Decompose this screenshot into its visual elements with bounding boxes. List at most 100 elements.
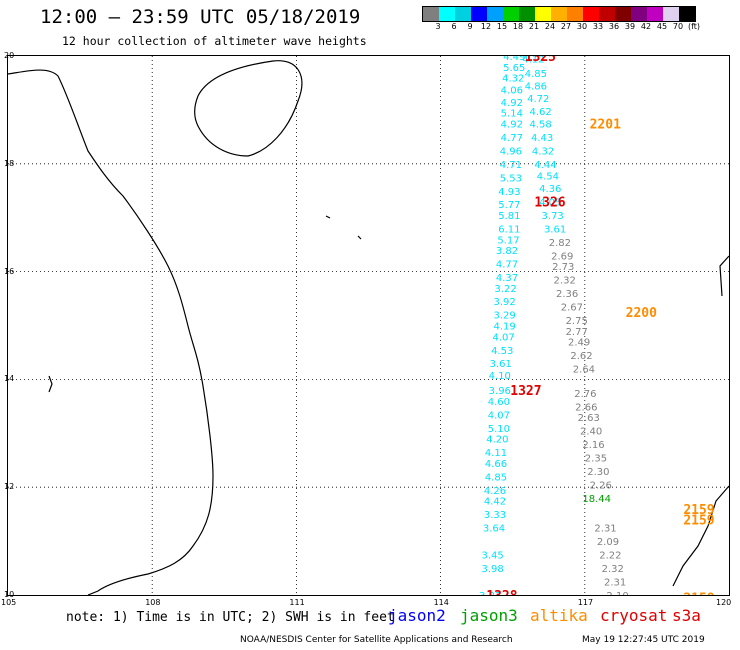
legend-altika: altika [530,606,588,625]
colorbar-label: 15 [496,22,508,31]
wave-height-value: 2.09 [597,537,619,548]
wave-height-value: 2.32 [554,276,576,287]
wave-height-value: 4.92 [501,98,523,109]
latitude-label: 16 [4,266,15,276]
wave-height-value: 4.05 [539,198,561,209]
colorbar-swatch [615,7,631,21]
longitude-label: 105 [1,598,17,607]
map-canvas: 4.495.654.324.064.925.144.924.774.964.71… [8,56,729,595]
wave-height-value: 4.20 [486,435,508,446]
pass-time-label: 1325 [525,56,556,65]
wave-height-value: 4.85 [525,69,547,80]
wave-height-value: 4.96 [500,146,522,157]
colorbar-swatch [487,7,503,21]
wave-height-value: 4.77 [496,260,518,271]
latitude-label: 10 [4,590,15,599]
wave-height-value: 2.69 [551,251,573,262]
wave-height-value: 2.35 [585,454,607,465]
colorbar-swatch [663,7,679,21]
wave-height-value: 2.16 [582,440,604,451]
wave-height-value: 4.93 [498,187,520,198]
longitude-label: 117 [577,598,594,607]
colorbar-label: 6 [451,22,457,31]
wave-height-value: 4.19 [493,322,515,333]
wave-height-value: 4.49 [503,56,525,63]
wave-height-value: 4.37 [496,273,518,284]
wave-height-value: 2.62 [570,351,592,362]
colorbar-label: 12 [480,22,492,31]
legend-jason2: jason2 [388,606,446,625]
wave-height-value: 5.77 [498,200,520,211]
wave-height-value: 3.23 [479,591,501,595]
wave-height-value: 2.77 [566,327,588,338]
wave-height-value: 4.92 [501,119,523,130]
track-points: 4.495.654.324.064.925.144.924.774.964.71… [479,56,629,595]
colorbar-swatch [471,7,487,21]
credit-line: NOAA/NESDIS Center for Satellite Applica… [240,635,513,645]
wave-height-value: 5.17 [497,235,519,246]
wave-height-value: 2.32 [602,564,624,575]
wave-height-value: 4.32 [502,74,524,85]
footer-note: note: 1) Time is in UTC; 2) SWH is in fe… [66,610,395,625]
wave-height-value: 4.53 [491,346,513,357]
wave-height-value: 3.22 [494,284,516,295]
wave-height-value: 2.82 [549,238,571,249]
colorbar-swatch [519,7,535,21]
colorbar-label: 24 [544,22,556,31]
wave-height-value: 4.72 [527,94,549,105]
wave-height-value: 4.85 [485,472,507,483]
wave-height-value: 2.76 [574,389,596,400]
latitude-label: 18 [4,158,15,168]
colorbar-label: 36 [608,22,620,31]
graticule [8,56,729,595]
wave-height-value: 4.07 [488,410,510,421]
legend-s3a: s3a [672,606,701,625]
colorbar-swatch [535,7,551,21]
coastline [8,60,729,595]
wave-height-value: 4.44 [534,160,556,171]
colorbar [422,6,696,22]
map-panel: 4.49 5.65 4.32 4.06 4.92 5.14 4.92 4.77 4.96 4.71… [7,55,730,596]
wave-height-value: 3.98 [481,564,503,575]
wave-height-value: 5.81 [498,211,520,222]
colorbar-swatch [567,7,583,21]
colorbar-swatch [551,7,567,21]
pass-time-label: 2201 [590,117,621,132]
wave-height-value: 2.67 [561,303,583,314]
wave-height-value: 3.45 [481,551,503,562]
wave-height-value: 4.62 [530,107,552,118]
colorbar-swatch [599,7,615,21]
legend-cryosat: cryosat [600,606,668,625]
colorbar-swatch [647,7,663,21]
colorbar-swatch [439,7,455,21]
wave-height-value: 5.14 [501,109,523,120]
colorbar-swatch [631,7,647,21]
wave-height-value: 4.12 [522,56,544,66]
wave-height-value: 18.44 [582,494,611,505]
wave-height-value: 2.36 [556,289,578,300]
wave-height-value: 4.07 [493,332,515,343]
wave-height-value: 4.43 [531,133,553,144]
wave-height-value: 5.65 [503,63,525,74]
wave-height-value: 3.29 [493,311,515,322]
colorbar-swatch [423,7,439,21]
wave-height-value: 4.10 [489,371,511,382]
wave-height-value: 4.06 [501,85,523,96]
wave-height-value: 3.33 [484,510,506,521]
wave-height-value: 5.53 [500,173,522,184]
pass-time-label: 2200 [626,306,657,321]
pass-time-label: 2159 [683,503,714,518]
wave-height-value: 4.36 [539,184,561,195]
wave-height-value: 2.75 [566,316,588,327]
pass-time-label: 2159 [683,514,714,529]
latitude-label: 14 [4,374,15,384]
colorbar-label: 33 [592,22,604,31]
wave-height-value: 2.64 [573,365,595,376]
wave-height-value: 2.30 [587,467,609,478]
colorbar-swatch [455,7,471,21]
colorbar-label: 42 [640,22,652,31]
wave-height-value: 2.73 [552,262,574,273]
longitude-label: 108 [145,598,161,607]
colorbar-label: 3 [435,22,441,31]
chart-subtitle: 12 hour collection of altimeter wave hei… [62,34,367,48]
